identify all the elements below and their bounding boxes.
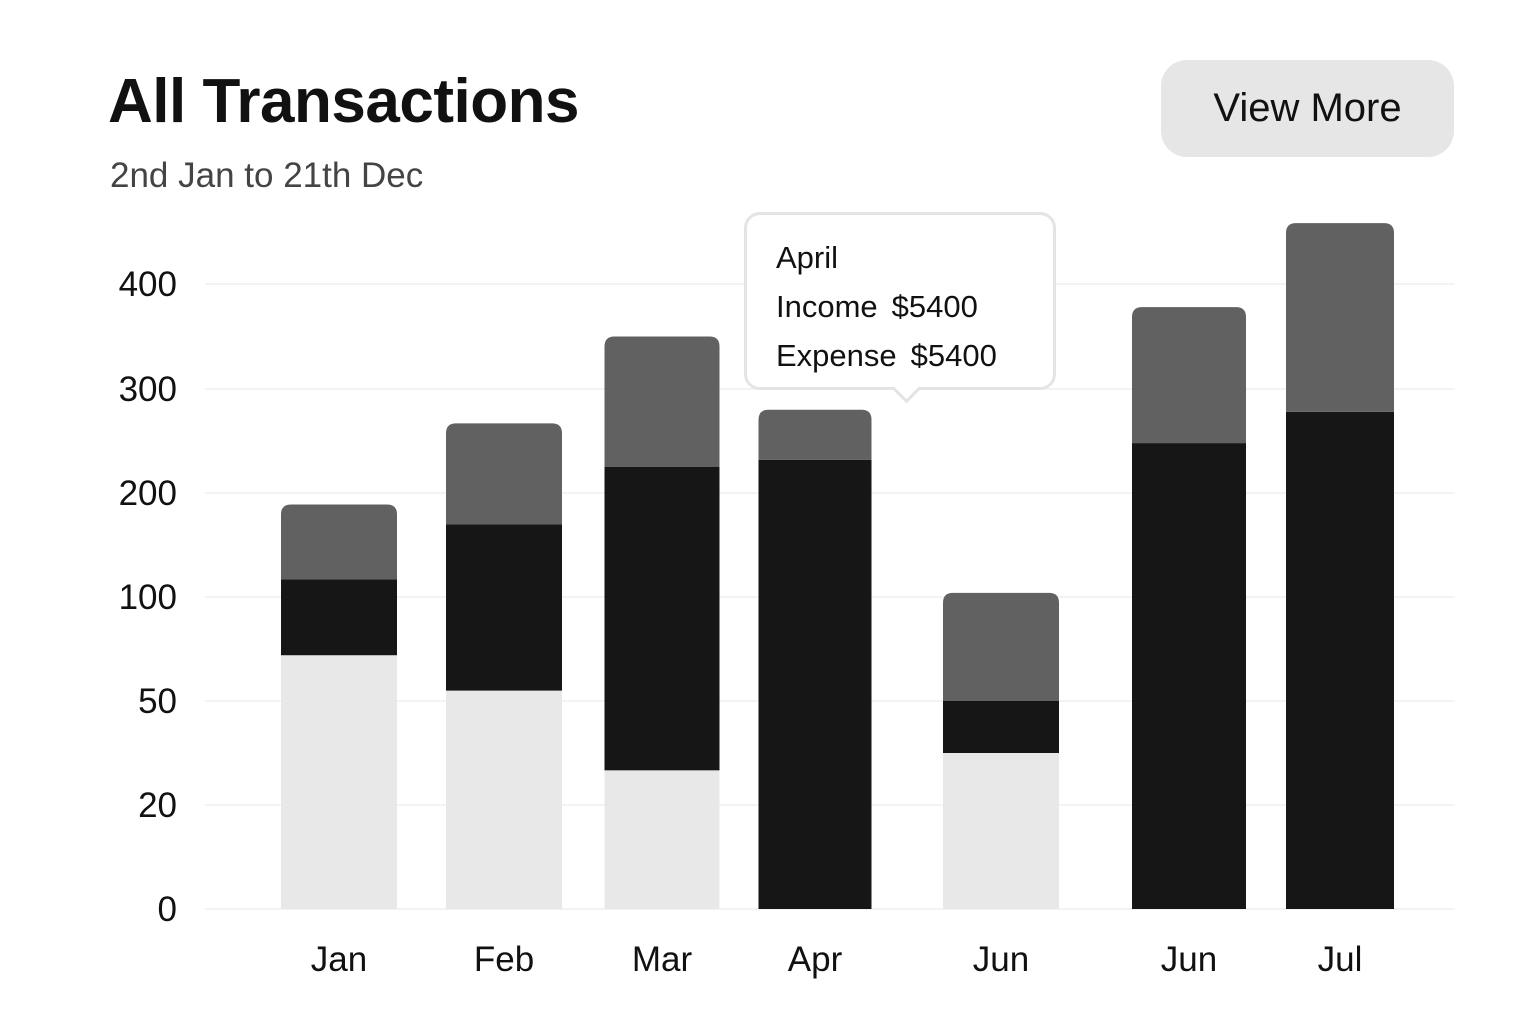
page-title: All Transactions — [108, 67, 579, 136]
view-more-button[interactable]: View More — [1161, 60, 1454, 157]
y-tick-label-20: 20 — [138, 786, 177, 825]
y-axis-tick-labels: 0 20 50 100 200 300 400 — [119, 265, 177, 929]
x-tick-label-feb-2: Feb — [474, 940, 534, 979]
bar-feb-2-segment-2[interactable] — [446, 524, 562, 691]
tooltip-title: April — [776, 240, 839, 275]
x-axis-category-labels: Jan Feb Mar Apr Jun Jun Jul — [311, 940, 1363, 979]
y-tick-label-100: 100 — [119, 578, 177, 617]
bar-jan-1-segment-3[interactable] — [281, 504, 397, 580]
bar-jul-7-segment-2[interactable] — [1286, 411, 1394, 909]
x-tick-label-mar-3: Mar — [632, 940, 693, 979]
chart-bars — [281, 223, 1394, 909]
x-tick-label-apr-4: Apr — [788, 940, 843, 979]
tooltip-expense-row: Expense $5400 — [776, 331, 1053, 380]
bar-jun-6-segment-3[interactable] — [1132, 307, 1246, 444]
bar-jun-6-segment-2[interactable] — [1132, 443, 1246, 909]
tooltip-income-label: Income — [776, 289, 878, 324]
y-tick-label-300: 300 — [119, 370, 177, 409]
bar-feb-2-segment-1[interactable] — [446, 690, 562, 909]
bar-jul-7-segment-3[interactable] — [1286, 223, 1394, 412]
bar-jun-5-segment-2[interactable] — [943, 701, 1059, 753]
x-tick-label-jan-1: Jan — [311, 940, 367, 979]
bar-jun-5-segment-1[interactable] — [943, 753, 1059, 909]
bar-jan-1-segment-2[interactable] — [281, 579, 397, 656]
tooltip-expense-label: Expense — [776, 338, 897, 373]
tooltip-income-value: $5400 — [891, 289, 978, 324]
tooltip-expense-value: $5400 — [910, 338, 997, 373]
x-tick-label-jul-7: Jul — [1318, 940, 1363, 979]
bar-apr-4-segment-2[interactable] — [758, 459, 872, 909]
y-tick-label-200: 200 — [119, 474, 177, 513]
y-tick-label-0: 0 — [158, 890, 177, 929]
april-tooltip: April Income $5400 Expense $5400 — [744, 212, 1056, 390]
bar-mar-3-segment-3[interactable] — [604, 336, 720, 468]
tooltip-income-row: Income $5400 — [776, 282, 1053, 331]
bar-jan-1-segment-1[interactable] — [281, 655, 397, 909]
bar-apr-4-segment-3[interactable] — [758, 409, 872, 460]
bar-mar-3-segment-1[interactable] — [604, 770, 720, 909]
date-range-subtitle: 2nd Jan to 21th Dec — [110, 156, 424, 195]
x-tick-label-jun-5: Jun — [973, 940, 1029, 979]
bar-mar-3-segment-2[interactable] — [604, 467, 720, 771]
y-tick-label-50: 50 — [138, 682, 177, 721]
bar-feb-2-segment-3[interactable] — [446, 423, 562, 525]
bar-jun-5-segment-3[interactable] — [943, 592, 1059, 701]
y-tick-label-400: 400 — [119, 265, 177, 304]
x-tick-label-jun-6: Jun — [1161, 940, 1217, 979]
